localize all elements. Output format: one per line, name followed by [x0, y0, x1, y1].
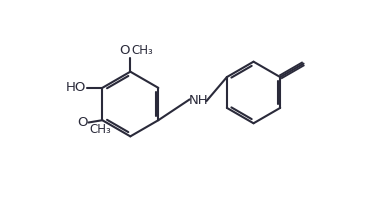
Text: O: O: [119, 44, 130, 57]
Text: O: O: [77, 116, 88, 129]
Text: CH₃: CH₃: [89, 123, 111, 136]
Text: NH: NH: [188, 94, 208, 107]
Text: HO: HO: [66, 81, 86, 94]
Text: CH₃: CH₃: [131, 44, 153, 57]
